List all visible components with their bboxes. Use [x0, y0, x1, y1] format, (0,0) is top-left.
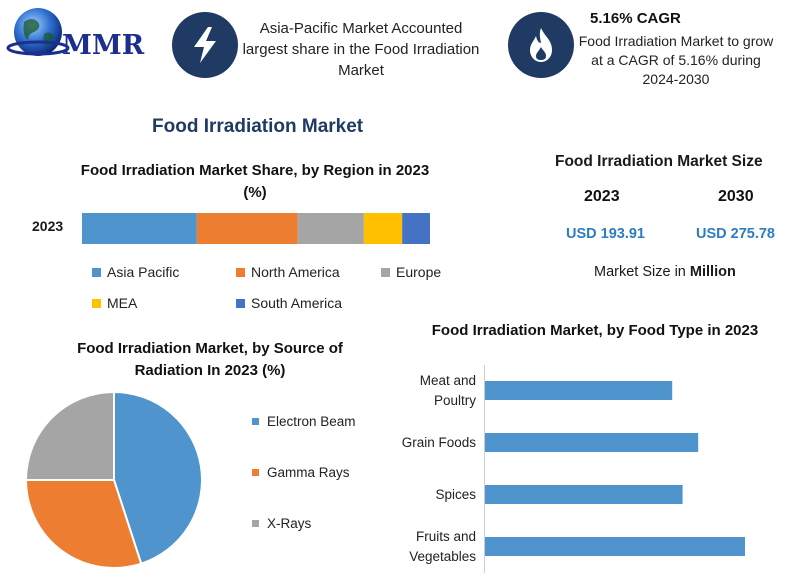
food-type-label: Meat and Poultry — [419, 372, 476, 408]
page-title: Food Irradiation Market — [152, 116, 364, 137]
region-bar-segment-north-america — [196, 213, 298, 244]
region-bar-segment-south-america — [402, 213, 430, 244]
legend-asia-pacific: Asia Pacific — [92, 264, 179, 280]
market-size-value-2030: USD 275.78 — [696, 226, 775, 242]
food-type-bars — [485, 381, 745, 556]
legend-label: South America — [251, 295, 343, 311]
food-type-label: Fruits and Vegetables — [409, 528, 476, 564]
legend-label: Asia Pacific — [107, 264, 180, 280]
region-stacked-bar — [82, 213, 430, 244]
legend-swatch — [381, 267, 390, 277]
globe-icon — [6, 8, 70, 56]
legend-swatch — [92, 267, 101, 277]
market-size-value-2023: USD 193.91 — [566, 226, 645, 242]
market-size-unit-prefix: Market Size in — [594, 264, 690, 280]
legend-europe: Europe — [381, 264, 441, 280]
source-chart-title: Food Irradiation Market, by Source of Ra… — [77, 340, 343, 379]
pie-legend-label: Electron Beam — [267, 414, 356, 429]
food-type-bar-meat-and-poultry — [485, 381, 673, 400]
pie-legend-gamma-rays: Gamma Rays — [252, 465, 350, 480]
food-type-label: Spices — [435, 486, 476, 502]
cagr-text: Food Irradiation Market to grow at a CAG… — [578, 33, 774, 87]
pie-slice-electron-beam — [113, 390, 203, 565]
market-size-unit: Market Size in Million — [594, 264, 736, 280]
pie-legend-label: X-Rays — [267, 516, 312, 531]
source-pie-chart — [24, 390, 203, 569]
region-chart-title: Food Irradiation Market Share, by Region… — [80, 162, 430, 201]
food-type-bar-grain-foods — [485, 433, 699, 452]
lightning-icon — [194, 27, 216, 63]
food-type-bar-spices — [485, 485, 683, 504]
legend-mea: MEA — [92, 295, 137, 311]
pie-slice-x-rays — [24, 390, 115, 481]
cagr-badge — [508, 12, 574, 78]
legend-south-america: South America — [236, 295, 342, 311]
pie-legend-electron-beam: Electron Beam — [252, 414, 356, 429]
legend-swatch — [236, 298, 245, 308]
market-size-year-2023: 2023 — [584, 188, 620, 205]
market-size-title: Food Irradiation Market Size — [555, 153, 763, 170]
legend-swatch — [92, 298, 101, 308]
legend-swatch — [236, 267, 245, 277]
legend-label: MEA — [107, 295, 138, 311]
mmr-logo: MMR — [4, 4, 164, 68]
market-size-year-2030: 2030 — [718, 188, 754, 205]
pie-legend-swatch — [252, 520, 259, 527]
pie-legend-swatch — [252, 418, 259, 425]
food-type-chart-title: Food Irradiation Market, by Food Type in… — [431, 322, 759, 339]
region-bar-segment-mea — [363, 213, 403, 244]
pie-slice-gamma-rays — [24, 479, 143, 569]
legend-north-america: North America — [236, 264, 340, 280]
legend-label: North America — [251, 264, 340, 280]
food-type-label: Grain Foods — [401, 434, 476, 450]
pie-legend-x-rays: X-Rays — [252, 516, 311, 531]
logo-text: MMR — [62, 30, 145, 61]
pie-legend-label: Gamma Rays — [267, 465, 350, 480]
food-type-bar-fruits-and-vegetables — [485, 537, 745, 556]
pie-legend-swatch — [252, 469, 259, 476]
region-bar-segment-asia-pacific — [82, 213, 197, 244]
region-highlight-badge — [172, 12, 238, 78]
market-size-unit-bold: Million — [689, 264, 736, 280]
cagr-title: 5.16% CAGR — [590, 10, 681, 27]
flame-icon — [530, 28, 552, 62]
food-type-axis-line — [484, 365, 485, 573]
legend-label: Europe — [396, 264, 442, 280]
region-bar-segment-europe — [297, 213, 364, 244]
region-highlight-text: Asia-Pacific Market Accounted largest sh… — [242, 20, 480, 79]
region-chart-category-label: 2023 — [32, 218, 64, 234]
